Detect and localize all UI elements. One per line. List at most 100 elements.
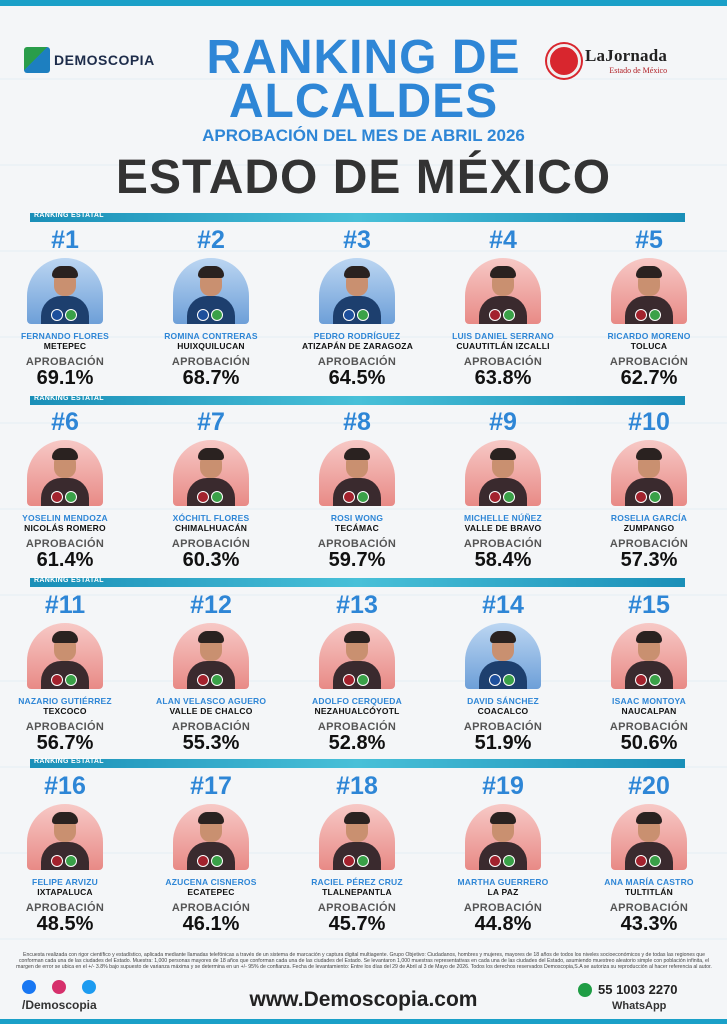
rank-number: #17 — [190, 772, 232, 800]
approval-label: APROBACIÓN — [609, 356, 689, 368]
approval-value: 60.3% — [182, 549, 240, 571]
approval-label: APROBACIÓN — [171, 538, 251, 550]
party-badge-icon — [343, 674, 355, 686]
mayor-card: #17 AZUCENA CISNEROS ECATEPEC APROBACIÓN 46.… — [156, 772, 266, 934]
party-badge-icon — [65, 855, 77, 867]
mayor-photo — [611, 258, 687, 324]
approval-value: 43.3% — [620, 913, 678, 935]
approval-label: APROBACIÓN — [25, 356, 105, 368]
municipality: COACALCO — [477, 706, 529, 716]
party-badge-icon — [211, 674, 223, 686]
mayor-name: PEDRO RODRÍGUEZ — [313, 331, 401, 341]
approval-value: 57.3% — [620, 549, 678, 571]
party-badge-icon — [357, 855, 369, 867]
mayor-card: #16 FELIPE ARVIZU IXTAPALUCA APROBACIÓN 48.5… — [10, 772, 120, 934]
rank-bar-3: RANKING ESTATAL — [30, 577, 685, 587]
facebook-icon[interactable] — [22, 980, 36, 994]
mayor-name: ADOLFO CERQUEDA — [312, 696, 402, 706]
approval-value: 59.7% — [328, 549, 386, 571]
party-badge-icon — [197, 491, 209, 503]
mayor-photo — [465, 623, 541, 689]
whatsapp-contact[interactable]: 55 1003 2270 — [578, 982, 678, 997]
approval-value: 68.7% — [182, 367, 240, 389]
rank-number: #3 — [343, 226, 371, 254]
municipality: TECÁMAC — [335, 523, 379, 533]
whatsapp-phone: 55 1003 2270 — [598, 982, 678, 997]
approval-label: APROBACIÓN — [463, 356, 543, 368]
municipality: CUAUTITLÁN IZCALLI — [456, 341, 550, 351]
party-badge-icon — [357, 674, 369, 686]
rank-bar-1: RANKING ESTATAL — [30, 212, 685, 222]
party-badge-icon — [635, 491, 647, 503]
approval-value: 63.8% — [474, 367, 532, 389]
mayor-photo — [465, 440, 541, 506]
party-badge-icon — [503, 855, 515, 867]
municipality: ECATEPEC — [187, 887, 235, 897]
party-badge-icon — [197, 309, 209, 321]
party-badge-icon — [65, 491, 77, 503]
approval-label: APROBACIÓN — [463, 902, 543, 914]
party-badge-icon — [635, 855, 647, 867]
mayor-photo — [27, 440, 103, 506]
party-badge-icon — [343, 855, 355, 867]
approval-label: APROBACIÓN — [317, 356, 397, 368]
mayor-card: #4 LUIS DANIEL SERRANO CUAUTITLÁN IZCALLI A… — [448, 226, 558, 388]
mayor-name: ISAAC MONTOYA — [612, 696, 686, 706]
approval-label: APROBACIÓN — [25, 902, 105, 914]
approval-label: APROBACIÓN — [609, 721, 689, 733]
twitter-icon[interactable] — [82, 980, 96, 994]
la-jornada-logo: LaJornada Estado de México — [547, 44, 667, 78]
approval-value: 58.4% — [474, 549, 532, 571]
rank-number: #15 — [628, 591, 670, 619]
party-badge-icon — [211, 309, 223, 321]
rank-number: #7 — [197, 408, 225, 436]
mayor-card: #7 XÓCHITL FLORES CHIMALHUACÁN APROBACIÓN 60… — [156, 408, 266, 570]
mayor-name: ROSI WONG — [330, 513, 384, 523]
party-badge-icon — [489, 309, 501, 321]
rank-number: #9 — [489, 408, 517, 436]
party-badge-icon — [635, 674, 647, 686]
mayor-card: #8 ROSI WONG TECÁMAC APROBACIÓN 59.7% — [302, 408, 412, 570]
mayor-photo — [465, 804, 541, 870]
party-badge-icon — [635, 309, 647, 321]
approval-value: 62.7% — [620, 367, 678, 389]
municipality: NICOLÁS ROMERO — [24, 523, 106, 533]
rank-bar-label: RANKING ESTATAL — [34, 577, 104, 584]
municipality: CHIMALHUACÁN — [174, 523, 248, 533]
mayor-name: ANA MARÍA CASTRO — [604, 877, 694, 887]
instagram-icon[interactable] — [52, 980, 66, 994]
rank-number: #10 — [628, 408, 670, 436]
approval-value: 51.9% — [474, 732, 532, 754]
mayor-photo — [611, 804, 687, 870]
mayor-card: #9 MICHELLE NÚÑEZ VALLE DE BRAVO APROBACIÓN… — [448, 408, 558, 570]
municipality: HUIXQUILUCAN — [177, 341, 245, 351]
rank-bar-2: RANKING ESTATAL — [30, 395, 685, 405]
approval-label: APROBACIÓN — [171, 356, 251, 368]
approval-value: 48.5% — [36, 913, 94, 935]
approval-label: APROBACIÓN — [25, 538, 105, 550]
approval-value: 44.8% — [474, 913, 532, 935]
whatsapp-label: WhatsApp — [612, 1000, 667, 1012]
rank-number: #18 — [336, 772, 378, 800]
approval-value: 64.5% — [328, 367, 386, 389]
mayor-card: #18 RACIEL PÉREZ CRUZ TLALNEPANTLA APROBACI… — [302, 772, 412, 934]
party-badge-icon — [649, 674, 661, 686]
approval-value: 69.1% — [36, 367, 94, 389]
mayor-name: YOSELIN MENDOZA — [22, 513, 108, 523]
bottom-accent-bar — [0, 1019, 727, 1024]
approval-value: 52.8% — [328, 732, 386, 754]
whatsapp-icon — [578, 982, 592, 997]
municipality: VALLE DE CHALCO — [169, 706, 253, 716]
mayor-name: LUIS DANIEL SERRANO — [452, 331, 554, 341]
party-badge-icon — [65, 309, 77, 321]
top-accent-bar — [0, 0, 727, 6]
mayor-photo — [465, 258, 541, 324]
approval-label: APROBACIÓN — [463, 538, 543, 550]
rank-number: #12 — [190, 591, 232, 619]
approval-value: 45.7% — [328, 913, 386, 935]
mayor-card: #3 PEDRO RODRÍGUEZ ATIZAPÁN DE ZARAGOZA APR… — [302, 226, 413, 389]
rank-number: #5 — [635, 226, 663, 254]
website-link[interactable]: www.Demoscopia.com — [249, 988, 478, 1011]
title-line-2: ALCALDES — [228, 75, 499, 128]
municipality: ZUMPANGO — [623, 523, 675, 533]
